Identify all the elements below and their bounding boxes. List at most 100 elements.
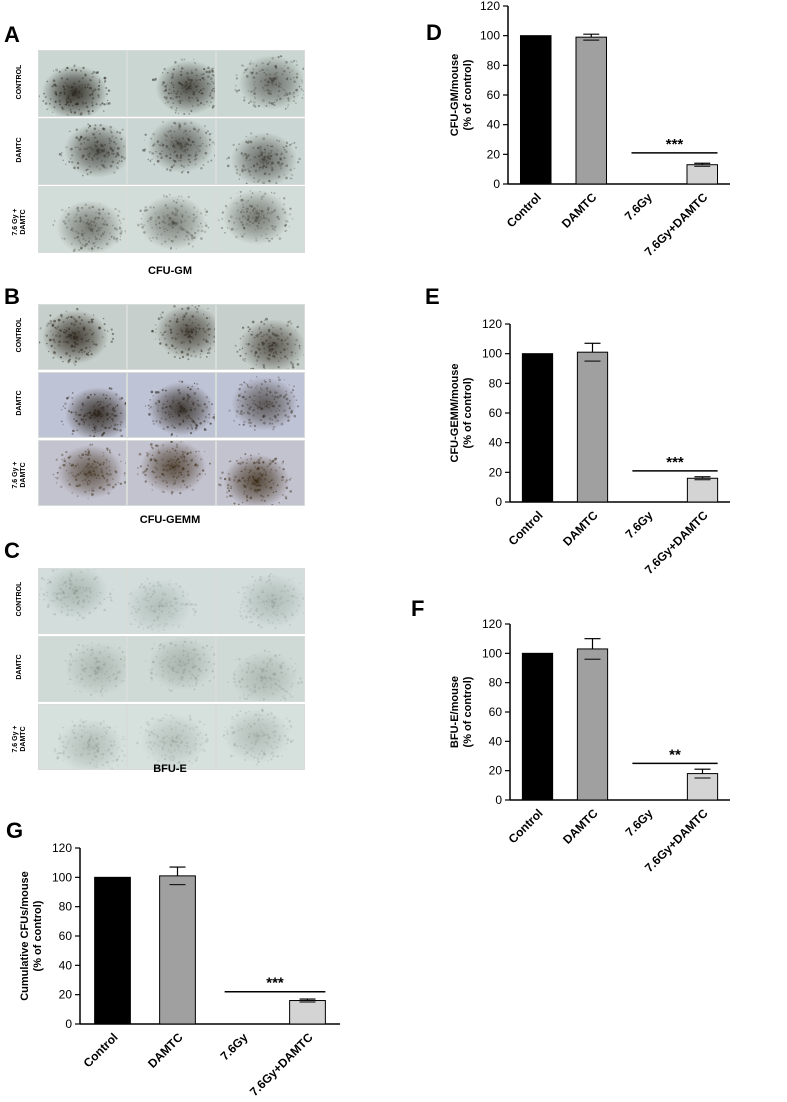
micrograph-image: [216, 186, 305, 253]
row-label: CONTROL: [16, 64, 23, 99]
y-tick-label: 0: [65, 1017, 72, 1031]
y-tick-label: 0: [495, 793, 502, 807]
micrograph-image: [38, 636, 127, 702]
bar-control: [521, 353, 554, 503]
y-axis-label: CFU-GM/mouse(% of control): [449, 54, 474, 137]
row-label: CONTROL: [16, 581, 23, 617]
micrograph-image: [216, 636, 305, 702]
x-tick-label: 7.6Gy: [622, 190, 655, 223]
bar-damtc: [159, 875, 196, 1025]
y-tick-label: 20: [489, 465, 503, 479]
y-tick-label: 100: [480, 29, 500, 43]
y-tick-label: 20: [489, 764, 503, 778]
micrograph-image: [127, 636, 216, 702]
y-tick-label: 100: [52, 870, 72, 884]
y-tick-label: 60: [489, 705, 503, 719]
y-tick-label: 80: [489, 376, 503, 390]
y-axis-label: CFU-GEMM/mouse(% of control): [449, 364, 474, 463]
bar-7-6gy-damtc: [686, 164, 719, 185]
bar-control: [521, 652, 554, 801]
micrograph-image: [216, 50, 305, 117]
micrograph-image: [216, 304, 305, 370]
row-label: DAMTC: [16, 136, 23, 163]
y-tick-label: 80: [487, 58, 501, 72]
y-axis-label: BFU-E/mouse(% of control): [449, 676, 474, 748]
y-tick-label: 100: [482, 646, 502, 660]
micrograph-image: [127, 704, 216, 770]
x-tick-label: DAMTC: [559, 190, 600, 231]
y-tick-label: 100: [482, 347, 502, 361]
grid-caption-cfu-gemm: CFU-GEMM: [139, 514, 201, 526]
micrograph-image: [38, 304, 127, 370]
micrograph-image: [127, 304, 216, 370]
panel-letter-c: C: [4, 538, 20, 563]
y-tick-label: 0: [493, 177, 500, 191]
micrograph-image: [127, 118, 216, 185]
bar-chart-cfu-gemm: 0 20 40 60 80 100 120 CFU-GEMM/mouse(% of contr…: [449, 317, 730, 577]
y-tick-label: 120: [52, 841, 72, 855]
y-tick-label: 120: [482, 317, 502, 331]
significance-stars: ***: [266, 975, 284, 992]
bar-chart-cfu-gm: 0 20 40 60 80 100 120 CFU-GM/mouse(% of control…: [449, 0, 730, 259]
micrograph-image: [216, 372, 305, 438]
y-tick-label: 60: [489, 406, 503, 420]
significance-stars: ***: [666, 136, 684, 153]
micrograph-image: [127, 440, 216, 506]
panel-letter-e: E: [425, 284, 440, 309]
grid-caption-cfu-gm: CFU-GM: [148, 265, 192, 277]
micrograph-image: [216, 118, 305, 185]
panel-letter-a: A: [4, 22, 20, 47]
micrograph-image: [216, 704, 305, 770]
y-tick-label: 120: [482, 617, 502, 631]
micrograph-image: [38, 440, 127, 506]
bar-7-6gy-damtc: [686, 477, 719, 503]
micrograph-image: [38, 186, 127, 253]
y-tick-label: 0: [495, 495, 502, 509]
x-tick-label: DAMTC: [560, 508, 601, 549]
row-label: DAMTC: [16, 654, 23, 680]
y-tick-label: 60: [59, 929, 73, 943]
x-tick-label: 7.6Gy: [623, 508, 656, 541]
bar-control: [519, 35, 552, 185]
bar-damtc: [576, 351, 609, 503]
bar-control: [94, 876, 131, 1025]
y-tick-label: 40: [489, 436, 503, 450]
micrograph-image: [38, 118, 127, 185]
x-tick-label: Control: [81, 1030, 121, 1070]
micrograph-image: [127, 186, 216, 253]
y-tick-label: 80: [489, 676, 503, 690]
micrograph-image: [216, 568, 305, 634]
panel-letter-f: F: [411, 596, 425, 621]
y-tick-label: 20: [59, 988, 73, 1002]
x-tick-label: 7.6Gy: [623, 806, 656, 839]
micrograph-image: [38, 568, 127, 634]
significance-stars: ***: [666, 454, 684, 471]
x-tick-label: Control: [506, 508, 546, 548]
y-tick-label: 20: [487, 147, 501, 161]
x-tick-label: 7.6Gy: [218, 1030, 251, 1063]
x-tick-label: DAMTC: [145, 1030, 186, 1071]
x-tick-label: 7.6Gy+DAMTC: [247, 1030, 316, 1099]
significance-stars: **: [669, 746, 681, 763]
row-label: 7.6 Gy + DAMTC: [12, 461, 27, 489]
micrograph-image: [216, 440, 305, 506]
x-tick-label: Control: [504, 190, 544, 230]
row-label: 7.6 Gy + DAMTC: [12, 725, 27, 753]
panel-letter-d: D: [426, 20, 442, 45]
y-tick-label: 60: [487, 88, 501, 102]
bar-chart-bfu-e: 0 20 40 60 80 100 120 BFU-E/mouse(% of control)…: [449, 617, 730, 875]
micrograph-image: [38, 372, 127, 438]
bar-chart-cumulative-cfus: 0 20 40 60 80 100 120 Cumulative CFUs/mouse(% o…: [19, 841, 340, 1099]
row-label: DAMTC: [16, 390, 23, 416]
panel-letter-b: B: [4, 284, 20, 309]
y-tick-label: 40: [489, 734, 503, 748]
row-label: CONTROL: [16, 317, 23, 353]
y-axis-label: Cumulative CFUs/mouse(% of control): [19, 871, 44, 1001]
panel-letter-g: G: [6, 818, 24, 843]
row-label: 7.6 Gy + DAMTC: [12, 207, 27, 236]
bar-damtc: [576, 648, 609, 801]
bar-damtc: [575, 36, 608, 185]
y-tick-label: 40: [487, 118, 501, 132]
y-tick-label: 80: [59, 900, 73, 914]
x-tick-label: Control: [506, 806, 546, 846]
